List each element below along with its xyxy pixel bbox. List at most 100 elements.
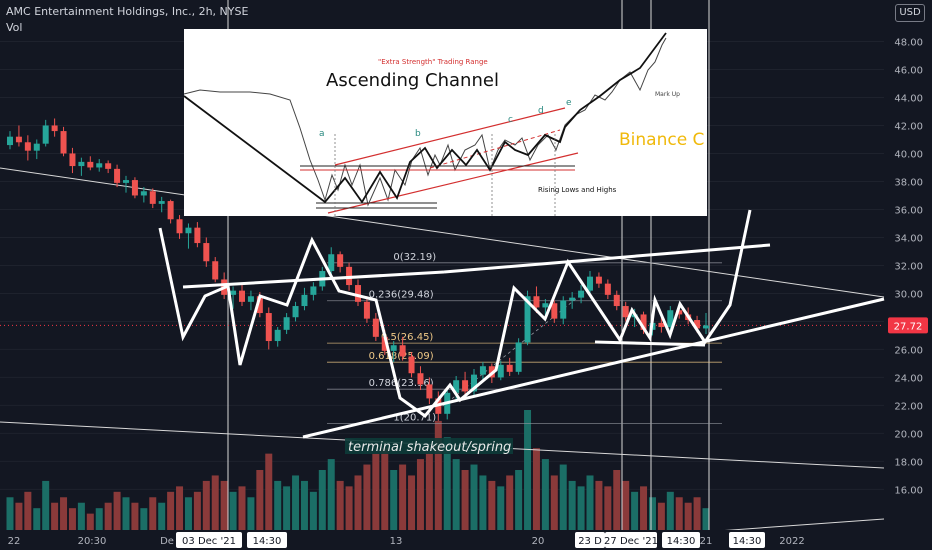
volume-bar	[202, 480, 210, 530]
inset-channel-upper	[334, 107, 566, 166]
candle-body	[87, 161, 94, 168]
candle-body	[33, 143, 40, 151]
volume-bar	[122, 497, 130, 530]
price-tick-label: 32.00	[894, 261, 923, 272]
volume-bar	[345, 486, 353, 530]
volume-bar	[381, 448, 389, 530]
candle-body	[149, 191, 156, 204]
volume-bar	[6, 497, 14, 530]
price-tick-label: 38.00	[894, 177, 923, 188]
candle-body	[560, 300, 567, 319]
volume-bar	[461, 470, 469, 530]
fib-level-label: 0.5(26.45)	[381, 332, 433, 343]
volume-bar	[675, 497, 683, 530]
candle-body	[551, 303, 558, 319]
candle-body	[542, 303, 549, 308]
candle-body	[426, 384, 433, 399]
candle-body	[274, 329, 281, 342]
candle-body	[114, 168, 121, 183]
volume-bar	[265, 453, 273, 530]
volume-bar	[327, 459, 335, 530]
inset-phase-letter: c	[508, 115, 513, 125]
candle-body	[69, 153, 76, 167]
volume-bar	[318, 470, 326, 530]
candle-body	[595, 276, 602, 284]
price-tick-label: 18.00	[894, 457, 923, 468]
volume-bar	[309, 491, 317, 530]
time-highlight-badge	[662, 532, 700, 548]
volume-bar	[274, 480, 282, 530]
volume-bar	[666, 491, 674, 530]
volume-bar	[193, 491, 201, 530]
price-tick-label: 36.00	[894, 205, 923, 216]
volume-bar	[390, 470, 398, 530]
volume-bar	[515, 470, 523, 530]
candle-body	[462, 380, 469, 392]
volume-bar	[506, 475, 514, 530]
time-tick-label: 13	[390, 536, 403, 547]
volume-bar	[434, 420, 442, 530]
volume-bar	[60, 497, 68, 530]
volume-bar	[452, 459, 460, 530]
candle-body	[167, 201, 174, 220]
candle-body	[363, 301, 370, 319]
chart-title: AMC Entertainment Holdings, Inc., 2h, NY…	[6, 5, 249, 18]
candle-body	[15, 136, 22, 143]
candle-body	[176, 219, 183, 234]
volume-bar	[283, 486, 291, 530]
candle-body	[417, 373, 424, 385]
volume-bar	[657, 502, 665, 530]
time-tick-label: 21	[700, 536, 713, 547]
volume-bar	[68, 508, 76, 530]
inset-wyckoff-path	[183, 32, 667, 204]
volume-bar	[229, 491, 237, 530]
inset-markup-label: Mark Up	[655, 91, 680, 98]
volume-label: Vol	[6, 21, 23, 34]
price-tick-label: 44.00	[894, 93, 923, 104]
time-tick-label: 20	[532, 536, 545, 547]
inset-subtitle: "Extra Strength" Trading Range	[378, 58, 488, 66]
volume-bar	[568, 480, 576, 530]
volume-bar	[497, 486, 505, 530]
volume-bar	[113, 491, 121, 530]
volume-bar	[140, 508, 148, 530]
time-tick-label: 22	[8, 536, 21, 547]
candle-body	[24, 142, 31, 151]
time-highlight-badge	[247, 532, 287, 548]
time-highlight-label: 14:30	[253, 536, 282, 547]
fib-level-label: 1(20.71)	[393, 412, 436, 423]
currency-button[interactable]: USD	[895, 4, 925, 22]
volume-bar	[24, 491, 32, 530]
candle-body	[381, 336, 388, 351]
volume-bar	[524, 410, 532, 530]
volume-bar	[640, 486, 648, 530]
candle-body	[301, 294, 308, 307]
time-highlight-label: 03 Dec '21	[182, 536, 236, 547]
candle-body	[230, 290, 237, 295]
price-tick-label: 16.00	[894, 485, 923, 496]
candle-body	[346, 266, 353, 286]
volume-bar	[247, 497, 255, 530]
time-highlight-label: 23 D	[578, 536, 602, 547]
volume-bar	[176, 486, 184, 530]
candle-body	[310, 286, 317, 295]
volume-bar	[586, 475, 594, 530]
candle-body	[131, 180, 138, 196]
candle-body	[658, 322, 665, 328]
candle-body	[212, 261, 219, 280]
inset-phase-letter: e	[566, 98, 572, 108]
volume-bar	[631, 491, 639, 530]
candle-body	[524, 296, 531, 343]
price-tick-label: 34.00	[894, 233, 923, 244]
volume-bar	[220, 480, 228, 530]
inset-watermark: Binance C	[619, 130, 704, 150]
candle-body	[256, 296, 263, 314]
spring-baseline	[594, 340, 706, 347]
candle-body	[105, 163, 112, 169]
candle-body	[123, 180, 129, 183]
fib-diagonal	[437, 293, 583, 411]
candle-body	[283, 317, 290, 330]
candle-body	[604, 283, 611, 295]
candle-body	[515, 342, 522, 372]
